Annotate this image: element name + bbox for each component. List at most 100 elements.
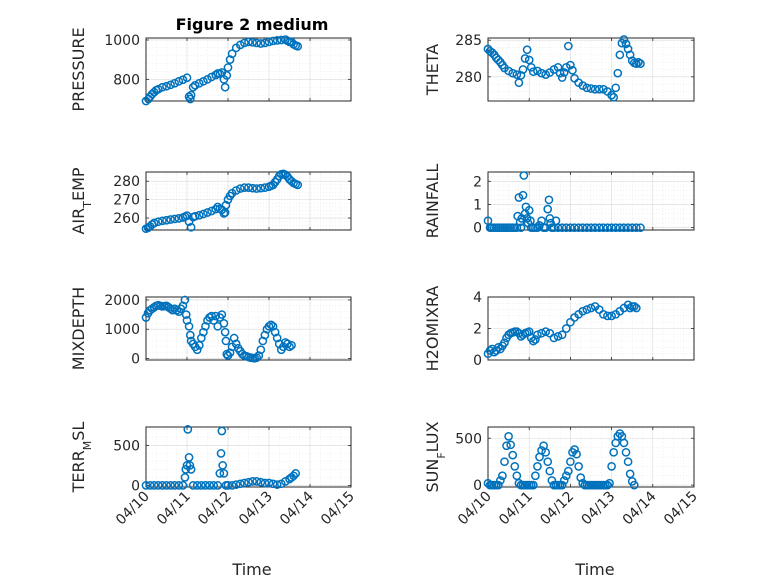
data-point [223,481,233,490]
data-point [603,480,612,490]
x-tick-label: 04/12 [537,489,577,529]
data-point [227,49,237,59]
data-point [498,471,507,481]
data-point [508,450,518,460]
data-point [168,305,177,315]
data-point [508,68,518,78]
y-tick-label: 270 [113,193,140,209]
pressure-panel: 800 1000 PRESSURE [69,27,352,112]
data-point [625,303,635,313]
y-tick-label: 1 [473,197,482,213]
data-point [153,84,163,94]
data-point [590,223,600,233]
y-axis-label-part: AIR [69,208,88,235]
data-point [512,70,522,79]
data-point [268,479,278,489]
data-point [186,90,196,100]
data-point [578,306,588,316]
data-point [227,481,237,490]
data-point [203,208,212,217]
data-point [215,469,225,478]
data-point [190,80,200,90]
sun-flux-panel: 0 500 04/10 04/11 04/12 04/13 04/14 04/15 SUNFLU… [423,421,701,528]
data-point [149,218,159,228]
data-point [268,36,278,46]
data-point [205,481,214,490]
y-axis-label-part: PRESSURE [69,27,88,111]
y-axis-label-part: M [81,441,94,451]
theta-panel: 280 285 THETA [423,33,695,102]
data-point [625,469,635,479]
axes-box [487,37,695,102]
data-point [162,215,171,225]
data-point [586,84,596,93]
data-point [264,478,274,488]
data-point [526,62,536,72]
data-point [217,310,227,319]
data-point [194,78,204,88]
data-point [220,82,230,92]
data-point [248,37,257,47]
x-tick-label: 04/11 [154,489,194,529]
data-point [149,302,159,312]
x-tick-label: 04/15 [661,489,701,529]
data-point [623,223,633,233]
data-point [188,481,198,490]
data-point [235,479,245,489]
data-point [285,342,294,352]
data-point [153,217,163,227]
data-point [244,37,253,47]
data-point [185,94,195,104]
data-point [252,477,262,486]
y-axis-label-part: THETA [423,44,442,96]
x-tick-label: 04/10 [455,489,495,529]
data-point [184,321,194,331]
data-point [180,473,190,482]
data-point [537,328,546,338]
data-point [603,311,612,321]
rainfall-panel: 0 1 2 RAINFALL [423,164,695,238]
data-point [544,195,554,205]
y-axis-label-part: T [81,201,94,209]
data-point [518,190,528,200]
y-axis-label: AIRTEMP [69,167,94,234]
data-point [145,481,155,490]
y-axis-label: MIXDEPTH [69,287,88,370]
data-point [260,478,270,488]
data-point [231,339,241,349]
y-tick-label: 2 [473,174,482,190]
data-point [487,48,497,58]
data-point [153,481,163,490]
air-temp-panel: 260 270 280 AIRTEMP [69,167,352,235]
data-point [185,330,195,340]
data-point [607,462,616,471]
data-point [541,70,551,79]
data-point [599,223,608,233]
y-tick-label: 1000 [104,322,140,338]
data-point [528,67,538,77]
data-point [533,223,542,233]
y-tick-label: 2 [473,322,482,338]
data-point [541,447,551,457]
data-point [240,478,249,488]
data-point [549,333,559,343]
data-point [510,462,520,471]
data-point [570,223,579,233]
data-point [566,223,575,233]
data-point [516,223,526,233]
data-point [162,81,171,91]
data-point [559,68,569,77]
data-point [561,223,571,233]
mixdepth-panel: 0 1000 2000 MIXDEPTH [69,287,352,370]
figure-title: Figure 2 medium [176,15,329,34]
data-point [252,353,262,363]
data-point [541,223,551,233]
data-point [522,45,532,55]
data-point [506,440,516,450]
data-point [256,477,266,487]
data-point [615,50,625,60]
data-point [631,223,641,233]
data-point [197,481,206,490]
y-tick-label: 0 [131,352,140,368]
data-point [518,65,528,74]
